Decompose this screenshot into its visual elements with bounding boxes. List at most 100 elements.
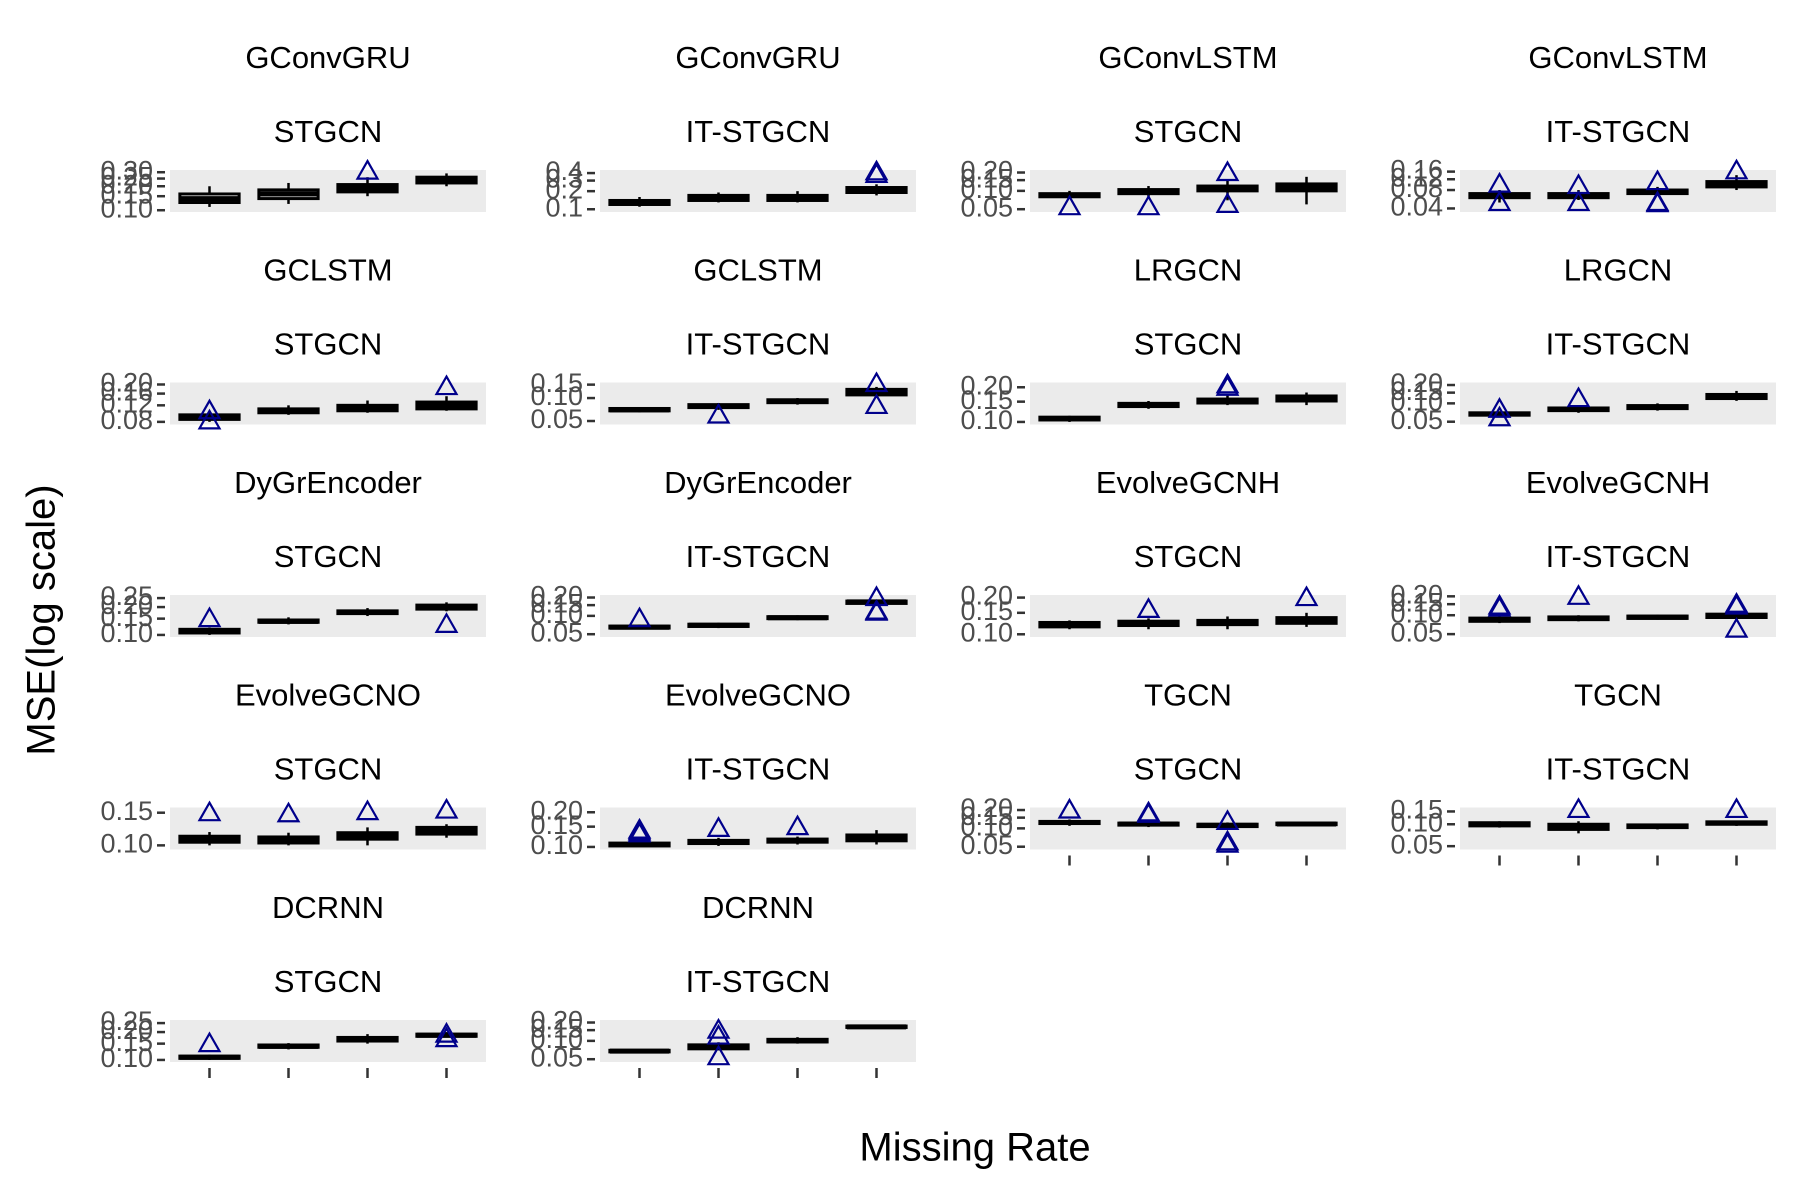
y-tick-label: 0.15 bbox=[960, 596, 1013, 626]
y-tick-label: 0.20 bbox=[960, 370, 1013, 400]
y-tick-label: 0.10 bbox=[100, 193, 153, 223]
outlier bbox=[434, 797, 459, 819]
strip-subtitle: IT-STGCN bbox=[1546, 114, 1691, 149]
strip-title: LRGCN bbox=[1134, 253, 1243, 288]
strip-subtitle: IT-STGCN bbox=[686, 752, 831, 787]
outlier bbox=[1215, 829, 1240, 851]
strip-subtitle: IT-STGCN bbox=[686, 539, 831, 574]
strip-title: TGCN bbox=[1144, 678, 1232, 713]
y-tick-label: 0.15 bbox=[530, 810, 583, 840]
y-tick-label: 0.20 bbox=[530, 1006, 583, 1036]
y-tick-label: 0.20 bbox=[100, 169, 153, 199]
strip-subtitle: IT-STGCN bbox=[1546, 539, 1691, 574]
outlier bbox=[197, 1031, 222, 1053]
y-tick-label: 0.15 bbox=[1390, 376, 1443, 406]
outlier bbox=[1645, 191, 1670, 213]
y-tick-label: 0.10 bbox=[530, 599, 583, 629]
strip-title: GConvLSTM bbox=[1528, 40, 1707, 75]
outlier bbox=[864, 585, 889, 607]
outlier bbox=[864, 599, 889, 621]
outlier bbox=[1215, 160, 1240, 182]
strip-subtitle: IT-STGCN bbox=[686, 114, 831, 149]
outlier bbox=[1136, 597, 1161, 618]
y-tick-label: 0.20 bbox=[530, 581, 583, 611]
y-tick-label: 0.20 bbox=[530, 795, 583, 825]
outlier bbox=[355, 799, 380, 821]
y-tick-label: 0.10 bbox=[960, 617, 1013, 647]
strip-title: GConvGRU bbox=[675, 40, 840, 75]
y-tick-label: 0.15 bbox=[100, 796, 153, 826]
outlier bbox=[1487, 190, 1512, 212]
outlier bbox=[1724, 593, 1749, 615]
outlier bbox=[1136, 802, 1161, 823]
strip-subtitle: STGCN bbox=[1134, 114, 1243, 149]
strip-subtitle: STGCN bbox=[1134, 327, 1243, 362]
outlier bbox=[864, 162, 889, 184]
strip-subtitle: STGCN bbox=[274, 964, 383, 999]
outlier bbox=[1724, 158, 1749, 180]
strip-subtitle: STGCN bbox=[1134, 752, 1243, 787]
strip-subtitle: IT-STGCN bbox=[686, 964, 831, 999]
y-tick-label: 0.05 bbox=[530, 617, 583, 647]
y-tick-label: 0.10 bbox=[960, 811, 1013, 841]
strip-subtitle: IT-STGCN bbox=[1546, 327, 1691, 362]
outlier bbox=[706, 1017, 731, 1039]
y-tick-label: 0.12 bbox=[1390, 162, 1443, 192]
y-tick-label: 0.15 bbox=[100, 1027, 153, 1057]
strip-title: TGCN bbox=[1574, 678, 1662, 713]
outlier bbox=[706, 816, 731, 837]
y-tick-label: 0.20 bbox=[1390, 368, 1443, 398]
y-tick-label: 0.10 bbox=[960, 405, 1013, 435]
y-tick-label: 0.05 bbox=[960, 830, 1013, 860]
y-tick-label: 0.15 bbox=[530, 368, 583, 398]
y-tick-label: 0.05 bbox=[960, 192, 1013, 222]
panel-background bbox=[1460, 807, 1776, 850]
outlier bbox=[434, 612, 459, 633]
strip-title: EvolveGCNH bbox=[1096, 465, 1280, 500]
x-axis-title: Missing Rate bbox=[859, 1126, 1090, 1170]
outlier bbox=[1215, 809, 1240, 831]
y-tick-label: 0.20 bbox=[100, 1015, 153, 1045]
outlier bbox=[864, 159, 889, 181]
outlier bbox=[627, 606, 652, 628]
y-tick-label: 0.15 bbox=[960, 385, 1013, 415]
y-tick-label: 0.2 bbox=[545, 174, 583, 204]
outlier bbox=[1487, 405, 1512, 427]
outlier bbox=[1645, 169, 1670, 191]
y-tick-label: 0.08 bbox=[100, 405, 153, 435]
outlier bbox=[434, 1021, 459, 1043]
y-tick-label: 0.25 bbox=[100, 1006, 153, 1036]
outlier bbox=[276, 801, 301, 823]
y-tick-label: 0.15 bbox=[960, 163, 1013, 193]
y-tick-label: 0.3 bbox=[545, 164, 583, 194]
outlier bbox=[864, 371, 889, 393]
outlier bbox=[434, 1026, 459, 1048]
panel-background bbox=[1460, 382, 1776, 425]
y-tick-label: 0.20 bbox=[960, 156, 1013, 186]
y-tick-label: 0.10 bbox=[960, 174, 1013, 204]
y-tick-label: 0.10 bbox=[530, 1024, 583, 1054]
y-tick-label: 0.15 bbox=[100, 179, 153, 209]
strip-title: EvolveGCNO bbox=[235, 678, 421, 713]
outlier bbox=[1566, 797, 1591, 819]
outlier bbox=[1057, 797, 1082, 819]
y-tick-label: 0.10 bbox=[530, 830, 583, 860]
y-tick-label: 0.10 bbox=[100, 618, 153, 648]
outlier bbox=[197, 606, 222, 628]
y-tick-label: 0.20 bbox=[100, 368, 153, 398]
outlier bbox=[1136, 194, 1161, 216]
strip-title: EvolveGCNH bbox=[1526, 465, 1710, 500]
y-tick-label: 0.10 bbox=[1390, 807, 1443, 837]
strip-subtitle: STGCN bbox=[274, 114, 383, 149]
strip-title: DCRNN bbox=[272, 890, 384, 925]
y-axis-title: MSE(log scale) bbox=[20, 484, 64, 755]
strip-title: GCLSTM bbox=[693, 253, 822, 288]
panel-background bbox=[1030, 595, 1346, 637]
strip-subtitle: IT-STGCN bbox=[1546, 752, 1691, 787]
y-tick-label: 0.15 bbox=[530, 1013, 583, 1043]
outlier bbox=[1724, 616, 1749, 638]
y-tick-label: 0.05 bbox=[1390, 405, 1443, 435]
outlier bbox=[1294, 585, 1319, 607]
y-tick-label: 0.05 bbox=[530, 1042, 583, 1072]
outlier bbox=[355, 158, 380, 180]
